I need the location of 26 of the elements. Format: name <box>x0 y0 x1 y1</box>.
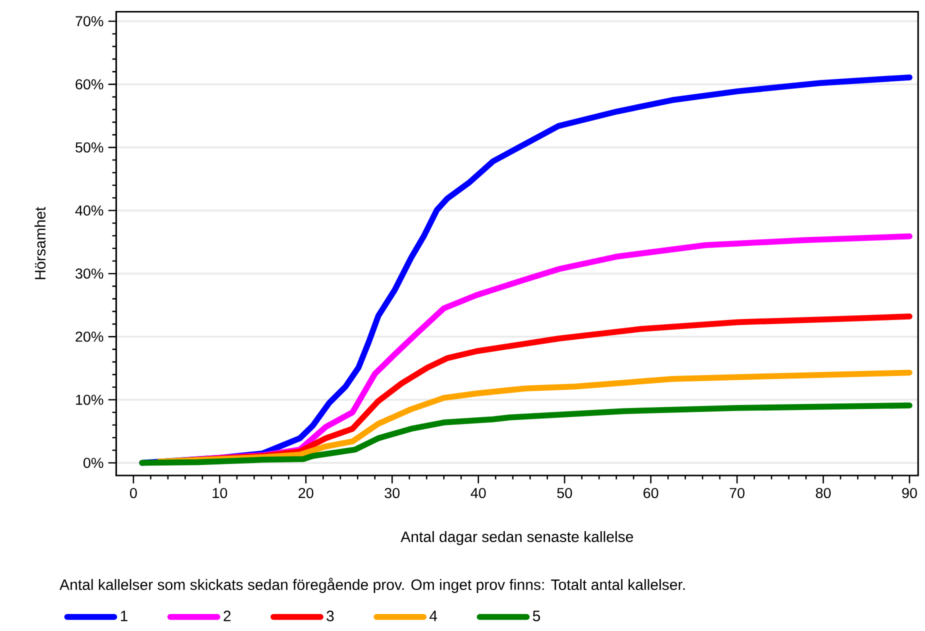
x-tick-label: 50 <box>557 488 572 498</box>
legend-title: Antal kallelser som skickats sedan föregående prov. Om inget prov finns: Totalt antal kallelser. <box>60 578 685 593</box>
y-tick-label: 20% <box>76 331 104 342</box>
y-tick-label: 70% <box>76 16 104 26</box>
legend-label: 2 <box>224 610 231 622</box>
y-tick-label: 40% <box>75 205 104 216</box>
x-tick-label: 90 <box>902 488 917 498</box>
x-tick-label: 80 <box>816 488 831 498</box>
y-tick-label: 0% <box>84 458 104 468</box>
legend-label: 1 <box>120 610 128 621</box>
y-tick-label: 50% <box>76 142 104 152</box>
legend-label: 4 <box>430 610 438 621</box>
y-tick-label: 60% <box>76 79 104 90</box>
x-tick-label: 10 <box>212 488 228 498</box>
x-tick-label: 40 <box>470 488 486 498</box>
x-tick-label: 20 <box>298 488 314 498</box>
x-tick-label: 70 <box>730 488 744 498</box>
x-axis-title: Antal dagar sedan senaste kallelse <box>400 530 634 545</box>
legend-label: 5 <box>532 610 540 622</box>
y-axis-title: Hörsamhet <box>34 206 46 279</box>
y-tick-label: 10% <box>76 394 104 405</box>
x-tick-label: 60 <box>644 488 658 498</box>
x-tick-label: 0 <box>130 488 137 498</box>
legend-label: 3 <box>326 610 334 622</box>
x-tick-label: 30 <box>384 488 400 498</box>
y-tick-label: 30% <box>76 268 104 279</box>
